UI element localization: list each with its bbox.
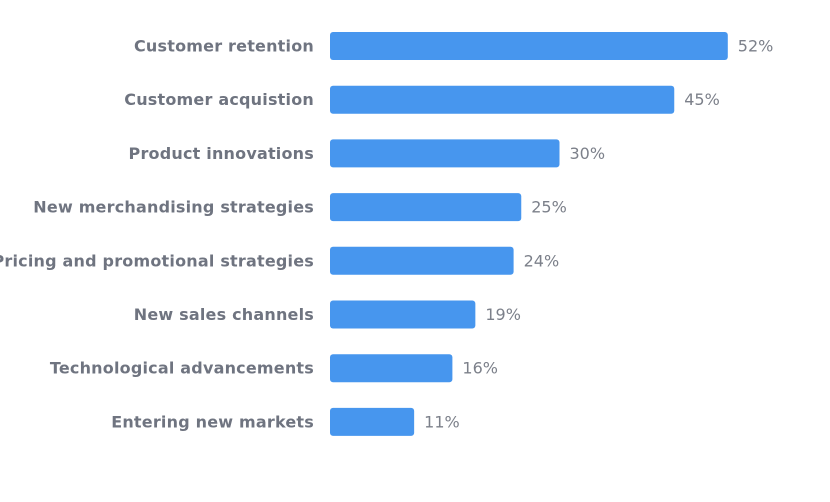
bar: [330, 32, 728, 60]
category-label: Customer acquistion: [124, 90, 314, 109]
bar: [330, 139, 560, 168]
value-label: 45%: [684, 90, 720, 109]
bar: [330, 407, 415, 436]
bar: [330, 354, 453, 383]
value-label: 30%: [570, 144, 606, 163]
category-label: New merchandising strategies: [33, 198, 314, 217]
value-label: 11%: [424, 412, 460, 431]
bar: [330, 85, 675, 114]
bar: [330, 246, 514, 275]
value-label: 52%: [738, 37, 774, 56]
bar: [330, 193, 522, 222]
category-label: Entering new markets: [111, 412, 314, 431]
value-label: 24%: [524, 251, 560, 270]
value-label: 19%: [485, 305, 521, 324]
category-label: Technological advancements: [50, 359, 314, 378]
bar: [330, 300, 476, 329]
category-label: Pricing and promotional strategies: [0, 251, 314, 270]
category-label: Product innovations: [129, 144, 314, 163]
value-label: 25%: [531, 198, 567, 217]
value-label: 16%: [462, 359, 498, 378]
category-label: Customer retention: [134, 37, 314, 56]
category-label: New sales channels: [134, 305, 314, 324]
